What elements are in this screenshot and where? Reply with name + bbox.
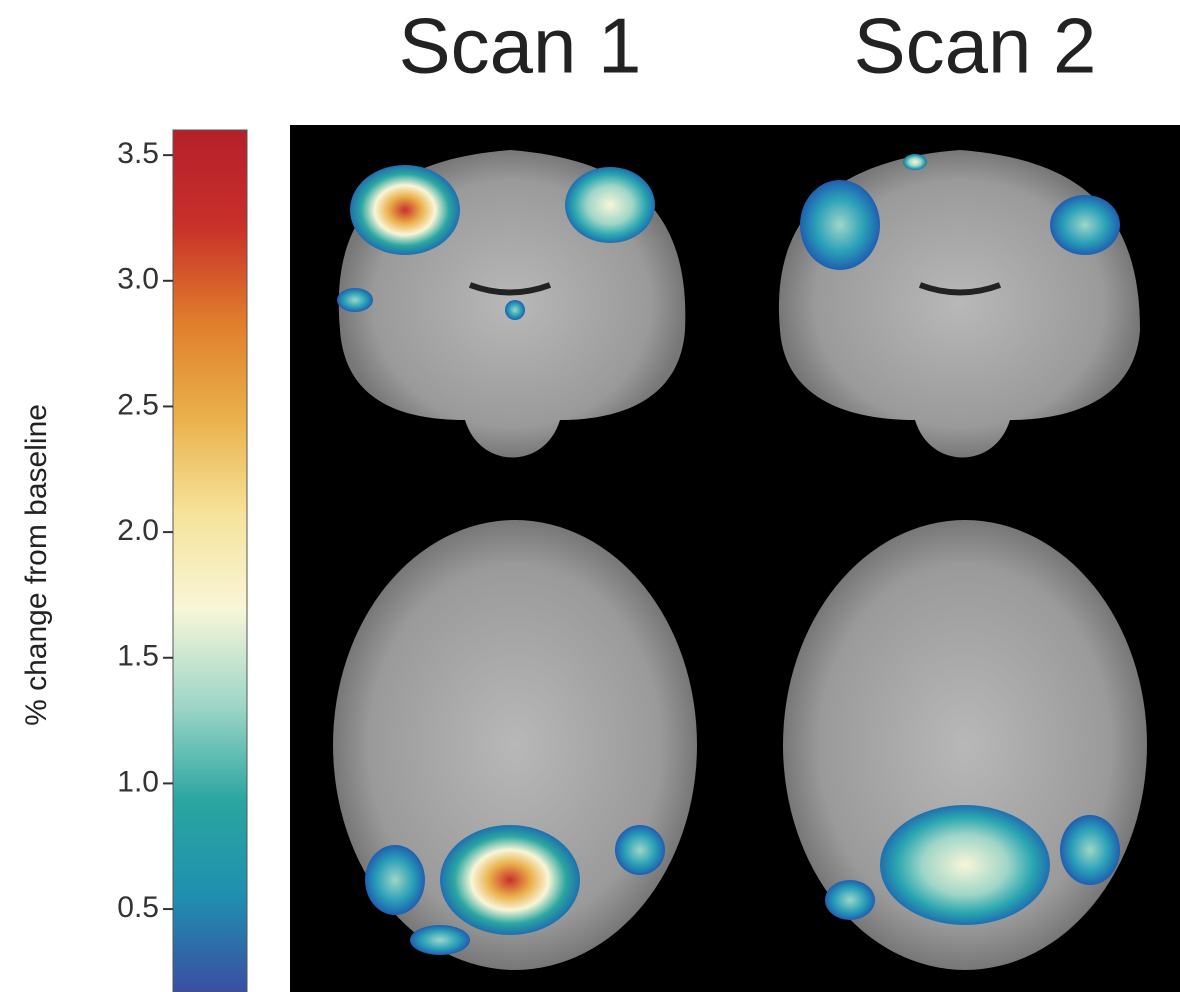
tick-label: 0.5: [117, 891, 159, 924]
colorbar-label: % change from baseline: [20, 404, 53, 726]
tick-label: 3.0: [117, 263, 159, 296]
tick-label: 2.5: [117, 388, 159, 421]
column-title: Scan 1: [399, 2, 642, 90]
tick-label: 1.0: [117, 765, 159, 798]
figure: Scan 1 Scan 2 % change from baseline 0.5…: [0, 0, 1180, 992]
axial-scan-1: [333, 520, 697, 970]
column-title: Scan 2: [854, 2, 1097, 90]
axial-scan-2: [783, 520, 1147, 970]
colorbar: [173, 130, 247, 992]
tick-label: 3.5: [117, 137, 159, 170]
tick-label: 2.0: [117, 514, 159, 547]
tick-label: 1.5: [117, 640, 159, 673]
